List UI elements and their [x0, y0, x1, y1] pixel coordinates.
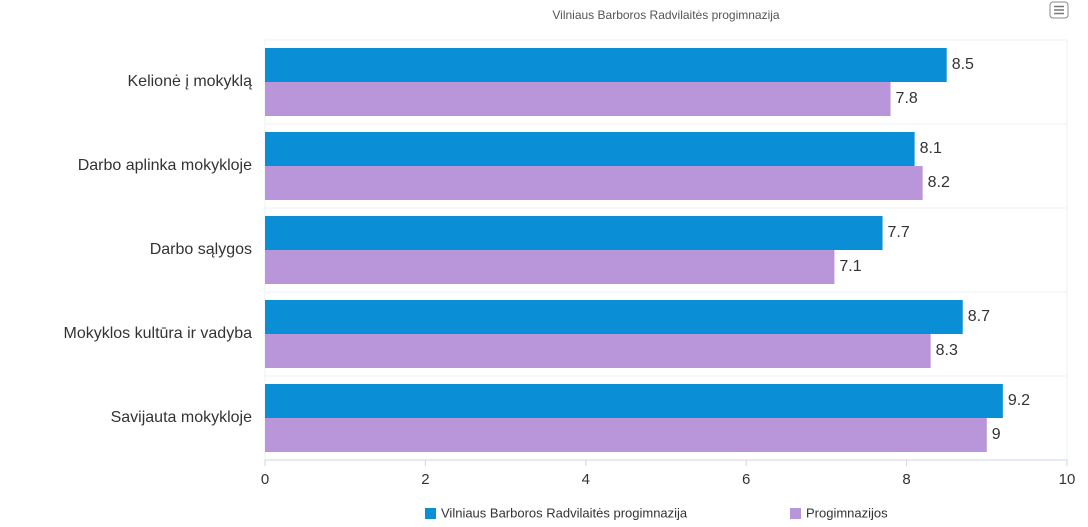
data-label: 7.1: [839, 258, 861, 275]
data-label: 8.7: [968, 308, 990, 325]
bar: [265, 132, 915, 166]
y-tick-label: Darbo aplinka mokykloje: [78, 157, 252, 174]
bar: [265, 166, 923, 200]
x-tick-label: 10: [1059, 471, 1076, 488]
data-label: 8.5: [952, 56, 974, 73]
data-label: 8.1: [920, 140, 942, 157]
bar: [265, 384, 1003, 418]
data-label: 9: [992, 426, 1001, 443]
legend-label: Progimnazijos: [806, 505, 888, 520]
bar: [265, 418, 987, 452]
bar: [265, 300, 963, 334]
y-tick-label: Savijauta mokykloje: [111, 409, 253, 426]
data-label: 7.8: [896, 90, 918, 107]
x-tick-label: 4: [582, 471, 590, 488]
legend-swatch: [790, 508, 801, 519]
legend-swatch: [425, 508, 436, 519]
bar: [265, 216, 883, 250]
bar: [265, 48, 947, 82]
x-tick-label: 0: [261, 471, 269, 488]
data-label: 7.7: [888, 224, 910, 241]
x-tick-label: 8: [902, 471, 910, 488]
legend-label: Vilniaus Barboros Radvilaitės progimnazi…: [441, 505, 688, 520]
y-tick-label: Darbo sąlygos: [150, 241, 252, 258]
menu-button[interactable]: [1049, 1, 1069, 19]
data-label: 9.2: [1008, 392, 1030, 409]
x-tick-label: 6: [742, 471, 750, 488]
bar: [265, 250, 835, 284]
y-tick-label: Mokyklos kultūra ir vadyba: [63, 325, 252, 342]
y-tick-label: Kelionė į mokyklą: [128, 73, 253, 90]
chart-title: Vilniaus Barboros Radvilaitės progimnazi…: [552, 8, 780, 22]
data-label: 8.2: [928, 174, 950, 191]
bar: [265, 82, 891, 116]
x-tick-label: 2: [421, 471, 429, 488]
bar: [265, 334, 931, 368]
data-label: 8.3: [936, 342, 958, 359]
